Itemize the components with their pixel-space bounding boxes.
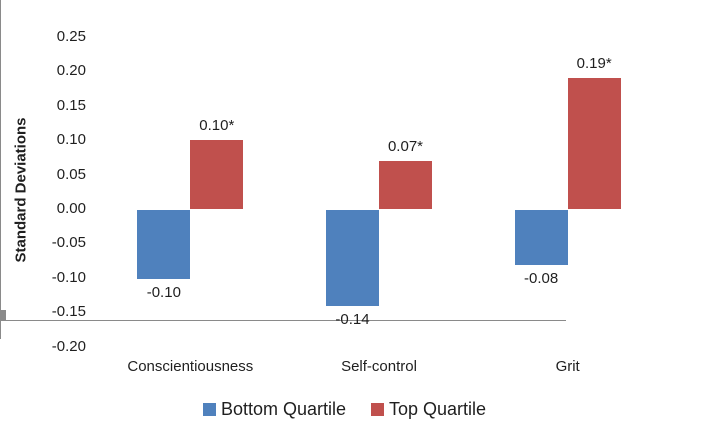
bar-top-quartile-grit <box>567 78 621 209</box>
y-tick-0-05 <box>0 316 6 317</box>
x-tick-3 <box>0 333 1 339</box>
x-axis-label-grit: Grit <box>555 358 580 375</box>
y-tick-label-0-20: -0.20 <box>51 338 86 355</box>
x-axis-label-self-control: Self-control <box>341 358 417 375</box>
y-tick-0-15 <box>0 312 6 313</box>
y-tick-label-0-10: -0.10 <box>51 269 86 286</box>
legend-item-top-quartile: Top Quartile <box>371 399 486 419</box>
data-label-top-quartile-conscientiousness: 0.10* <box>199 117 235 134</box>
y-tick-label-0-25: 0.25 <box>56 28 86 45</box>
y-tick-0-05 <box>0 314 6 315</box>
bar-bottom-quartile-self-control <box>326 210 379 306</box>
legend-label-bottom-quartile: Bottom Quartile <box>220 399 346 419</box>
y-tick-0-20 <box>0 311 6 312</box>
y-tick-0-20 <box>0 319 6 320</box>
legend: Bottom Quartile Top Quartile <box>0 399 689 419</box>
legend-swatch-top-quartile-icon <box>371 402 384 416</box>
data-label-bottom-quartile-conscientiousness: -0.10 <box>146 284 181 301</box>
data-label-top-quartile-grit: 0.19* <box>576 55 612 72</box>
legend-item-bottom-quartile: Bottom Quartile <box>202 399 346 419</box>
data-label-bottom-quartile-self-control: -0.14 <box>335 311 370 328</box>
x-axis-label-conscientiousness: Conscientiousness <box>127 358 254 375</box>
legend-label-top-quartile: Top Quartile <box>389 399 487 419</box>
y-tick-label-0-15: -0.15 <box>51 303 86 320</box>
y-tick-0-15 <box>0 318 6 319</box>
y-tick-label-0-15: 0.15 <box>56 97 86 114</box>
y-tick-label-0-10: 0.10 <box>56 131 86 148</box>
x-tick-1 <box>0 321 1 327</box>
bar-top-quartile-conscientiousness <box>190 140 244 209</box>
legend-swatch-bottom-quartile-icon <box>202 402 216 416</box>
y-tick-0-00 <box>0 315 6 316</box>
y-tick-label-0-00: 0.00 <box>56 200 86 217</box>
bar-top-quartile-self-control <box>379 161 432 209</box>
y-tick-label-0-05: 0.05 <box>56 166 86 183</box>
y-tick-label-0-20: 0.20 <box>56 62 86 79</box>
bar-bottom-quartile-conscientiousness <box>137 210 191 279</box>
y-tick-label-0-05: -0.05 <box>51 234 86 251</box>
y-tick-0-10 <box>0 317 6 318</box>
x-axis-line <box>0 320 566 321</box>
data-label-bottom-quartile-grit: -0.08 <box>524 270 559 287</box>
data-label-top-quartile-self-control: 0.07* <box>387 138 424 155</box>
y-tick-0-25 <box>0 310 6 311</box>
x-tick-2 <box>0 327 1 333</box>
bar-bottom-quartile-grit <box>514 210 568 265</box>
y-tick-0-10 <box>0 313 6 314</box>
y-axis-line <box>0 0 1 310</box>
